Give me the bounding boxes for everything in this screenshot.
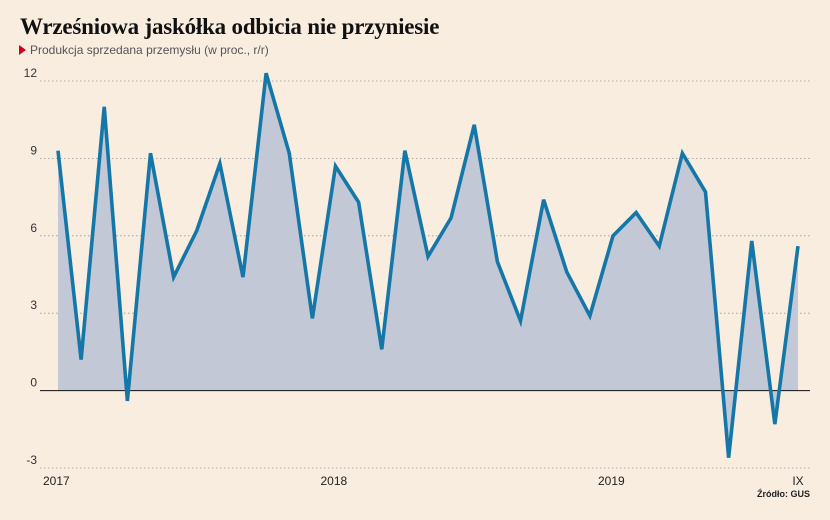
x-tick-labels: 2017 2018 2019 IX [43, 474, 804, 488]
subtitle-text: Produkcja sprzedana przemysłu (w proc., … [30, 43, 269, 57]
y-tick-label: 6 [30, 221, 37, 235]
series-line [56, 72, 800, 458]
series-line-group [56, 72, 800, 458]
area-fill-group [58, 73, 798, 458]
subtitle-marker-icon [19, 45, 26, 55]
series-area [58, 73, 798, 458]
x-tick-label: 2019 [598, 474, 625, 488]
y-tick-label: -3 [26, 453, 37, 467]
chart-title: Wrześniowa jaskółka odbicia nie przynies… [20, 14, 440, 39]
y-tick-label: 12 [24, 66, 38, 80]
y-tick-label: 3 [30, 298, 37, 312]
chart-subtitle: Produkcja sprzedana przemysłu (w proc., … [19, 43, 269, 57]
y-tick-label: 0 [30, 376, 37, 390]
x-tick-label: IX [792, 474, 803, 488]
x-tick-label: 2018 [321, 474, 348, 488]
x-tick-label: 2017 [43, 474, 70, 488]
source-note: Źródło: GUS [757, 489, 810, 499]
y-tick-label: 9 [30, 143, 37, 157]
y-tick-labels: 12 9 6 3 0 -3 [24, 66, 38, 467]
